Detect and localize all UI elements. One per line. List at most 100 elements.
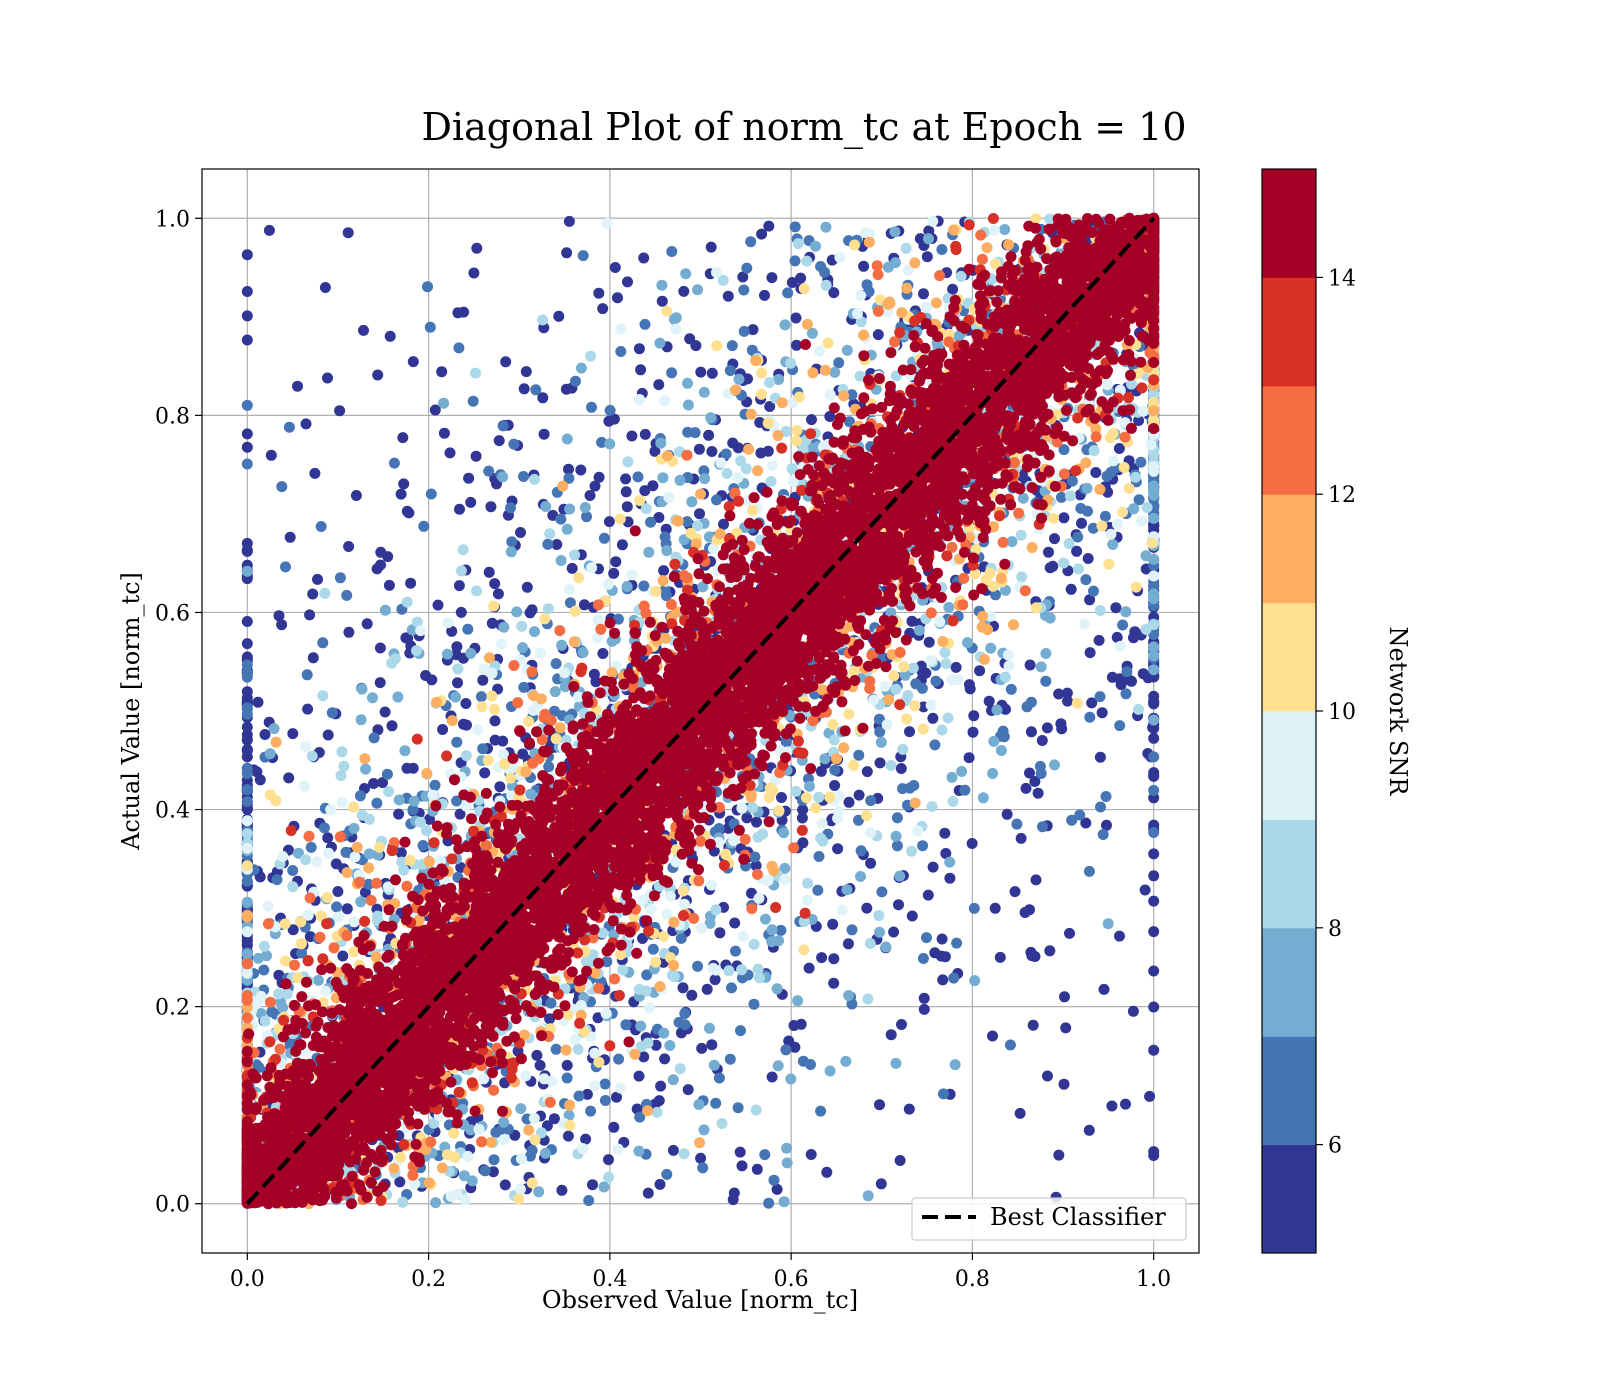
data-point — [575, 999, 587, 1011]
data-point — [715, 457, 727, 469]
data-point — [678, 898, 690, 910]
data-point — [608, 413, 620, 425]
data-point — [1035, 661, 1047, 673]
data-point — [601, 217, 613, 229]
data-point — [730, 945, 741, 957]
data-point — [694, 508, 705, 520]
data-point — [1071, 697, 1083, 709]
data-point — [709, 974, 721, 986]
data-point — [374, 677, 386, 689]
data-point — [498, 621, 510, 633]
data-point — [707, 962, 719, 974]
data-point — [472, 724, 484, 735]
data-point — [950, 661, 962, 673]
data-point — [747, 802, 759, 813]
data-point — [918, 1003, 930, 1015]
data-point — [367, 692, 378, 704]
data-point — [778, 827, 790, 839]
data-point — [241, 768, 253, 779]
data-point — [1037, 821, 1048, 833]
data-point — [968, 902, 980, 914]
data-point — [284, 531, 296, 543]
data-point — [309, 467, 321, 479]
data-point — [488, 600, 500, 612]
data-point — [262, 900, 274, 912]
data-point — [559, 667, 570, 679]
data-point — [654, 337, 666, 349]
data-point — [675, 932, 687, 944]
data-point — [766, 936, 778, 948]
data-point — [408, 795, 420, 807]
data-point — [747, 324, 759, 336]
data-point — [1148, 722, 1160, 734]
data-point — [495, 638, 507, 650]
data-point — [936, 933, 948, 945]
data-point — [304, 609, 316, 621]
data-point — [331, 901, 343, 913]
data-point — [1148, 848, 1160, 860]
data-point — [492, 588, 504, 600]
data-point — [241, 708, 253, 720]
data-point — [580, 1133, 592, 1145]
data-point — [1009, 886, 1021, 898]
data-point — [622, 456, 634, 468]
data-point — [708, 1059, 720, 1071]
data-point — [529, 1134, 541, 1146]
data-point — [969, 975, 981, 987]
data-point — [486, 617, 498, 629]
data-point — [498, 1116, 510, 1128]
data-point — [782, 287, 794, 299]
data-point — [453, 342, 465, 354]
data-point — [241, 667, 253, 679]
data-point — [891, 840, 903, 852]
data-point — [1114, 720, 1126, 732]
data-point — [1137, 405, 1149, 417]
data-point — [812, 884, 824, 896]
data-point — [824, 1065, 836, 1077]
data-point — [429, 779, 441, 791]
data-point — [833, 357, 845, 369]
data-point — [670, 312, 682, 324]
data-point — [968, 710, 980, 722]
chart-title: Diagonal Plot of norm_tc at Epoch = 10 — [421, 105, 1186, 150]
data-point — [1036, 735, 1048, 746]
data-point — [1024, 767, 1035, 779]
data-point — [632, 471, 644, 483]
data-point — [1100, 791, 1112, 802]
data-point — [790, 785, 802, 797]
data-point — [540, 501, 552, 512]
data-point — [589, 1080, 601, 1092]
data-point — [1111, 631, 1123, 643]
data-point — [325, 804, 337, 816]
data-point — [295, 916, 307, 928]
data-point — [593, 471, 605, 483]
data-point — [710, 1097, 722, 1109]
data-point — [925, 654, 937, 666]
data-point — [1103, 558, 1115, 570]
data-point — [664, 890, 676, 902]
data-point — [478, 663, 490, 675]
data-point — [554, 722, 566, 734]
data-point — [545, 997, 557, 1009]
data-point — [658, 565, 670, 577]
data-point — [814, 345, 826, 357]
data-point — [1096, 520, 1108, 532]
data-point — [277, 851, 289, 862]
data-point — [336, 796, 348, 808]
data-point — [1026, 950, 1038, 962]
data-point — [974, 665, 986, 677]
data-point — [349, 851, 361, 863]
data-point — [939, 951, 951, 963]
data-point — [572, 1043, 584, 1055]
data-point — [452, 663, 464, 675]
data-point — [281, 988, 293, 1000]
data-point — [615, 323, 627, 335]
data-point — [706, 367, 718, 379]
data-point — [441, 1149, 453, 1161]
data-point — [999, 671, 1011, 683]
data-point — [909, 700, 921, 712]
data-point — [1148, 485, 1160, 497]
data-point — [1107, 428, 1119, 439]
data-point — [334, 405, 346, 417]
data-point — [781, 1157, 793, 1169]
